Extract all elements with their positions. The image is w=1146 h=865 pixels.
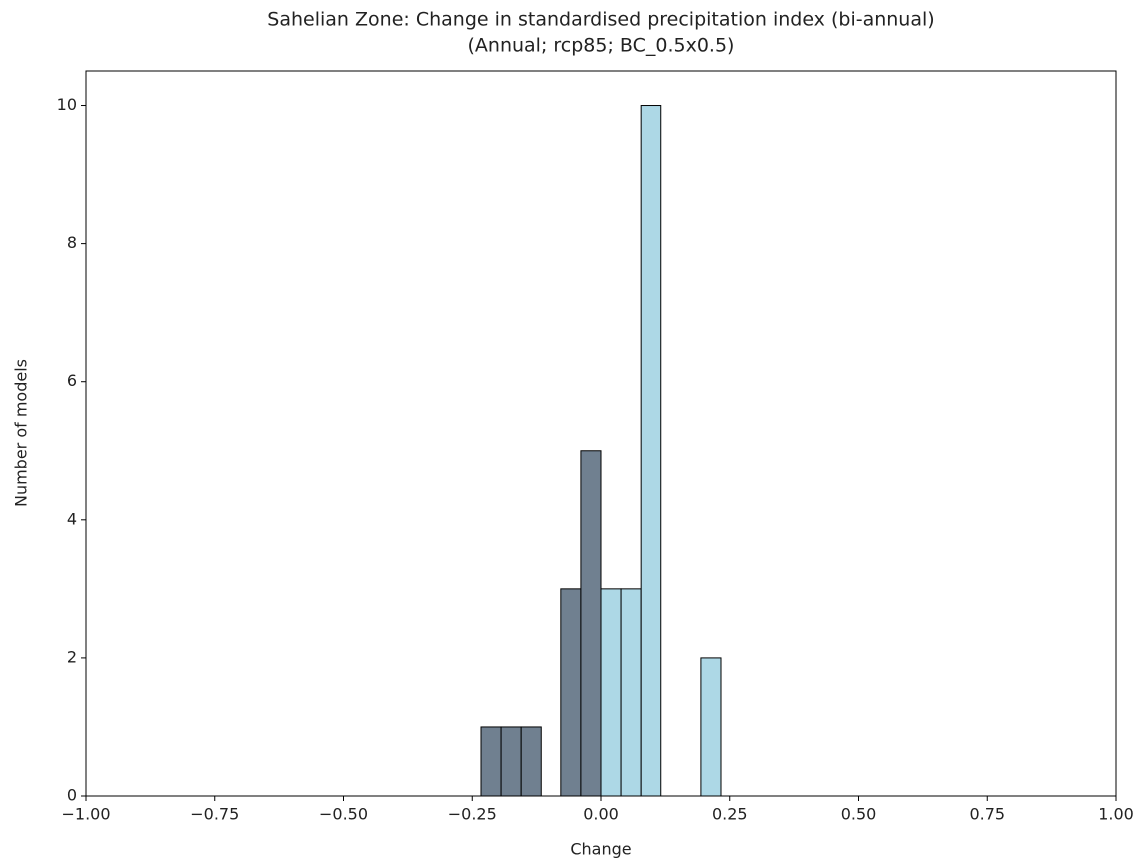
y-tick-label: 4 [67, 509, 77, 528]
x-axis-label: Change [570, 840, 631, 859]
y-tick-label: 2 [67, 647, 77, 666]
x-tick-label: 1.00 [1098, 805, 1134, 824]
x-tick-label: −0.75 [190, 805, 239, 824]
x-tick-label: 0.50 [841, 805, 877, 824]
bar [520, 726, 542, 797]
bar [580, 450, 602, 797]
x-tick-label: 0.00 [583, 805, 619, 824]
bar [640, 105, 662, 797]
plot-frame [85, 70, 1117, 797]
y-tick-label: 10 [57, 95, 77, 114]
x-tick-label: −0.50 [319, 805, 368, 824]
chart-title: Sahelian Zone: Change in standardised pr… [267, 9, 934, 31]
x-tick-label: 0.75 [969, 805, 1005, 824]
y-tick-label: 0 [67, 786, 77, 805]
y-axis-label: Number of models [12, 359, 31, 507]
x-tick-label: −1.00 [61, 805, 110, 824]
bar [560, 588, 582, 797]
chart-subtitle: (Annual; rcp85; BC_0.5x0.5) [468, 35, 735, 57]
bar [500, 726, 522, 797]
bar [700, 657, 722, 797]
x-tick-label: 0.25 [712, 805, 748, 824]
bar [480, 726, 502, 797]
y-tick-label: 6 [67, 371, 77, 390]
y-tick-label: 8 [67, 233, 77, 252]
bar [620, 588, 642, 797]
x-tick-label: −0.25 [448, 805, 497, 824]
bar [600, 588, 622, 797]
